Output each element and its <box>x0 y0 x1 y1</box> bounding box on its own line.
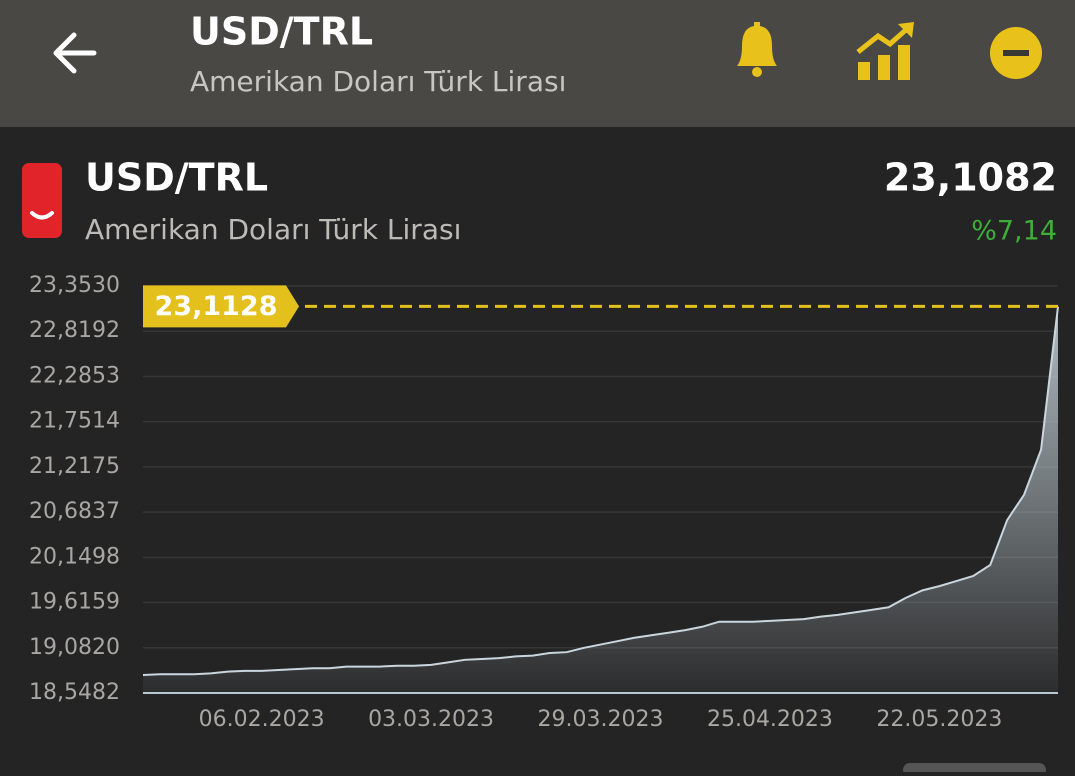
price-line <box>142 306 1059 677</box>
chart-icon-line[interactable] <box>856 26 910 54</box>
card-title: USD/TRL <box>85 156 268 200</box>
y-tick-label: 19,6159 <box>29 590 120 615</box>
reference-label: 23,1128 <box>155 291 278 322</box>
y-tick-label: 22,2853 <box>29 363 120 388</box>
x-tick-label: 29.03.2023 <box>538 707 664 732</box>
chart-icon-bar[interactable] <box>878 55 890 80</box>
y-tick-label: 21,7514 <box>29 409 120 434</box>
logo-smile <box>30 211 54 220</box>
x-tick-label: 06.02.2023 <box>199 707 325 732</box>
y-tick-label: 20,6837 <box>29 499 120 524</box>
change: %7,14 <box>971 216 1057 247</box>
header-subtitle: Amerikan Doları Türk Lirası <box>190 65 566 98</box>
minus-sign[interactable] <box>1003 50 1029 56</box>
area-fill <box>143 306 1058 693</box>
back-button[interactable] <box>53 32 97 74</box>
chart-icon-bar[interactable] <box>898 45 910 80</box>
alarm-button[interactable] <box>737 22 777 77</box>
bell-clapper[interactable] <box>752 67 762 77</box>
chart-icon-arrow[interactable] <box>898 22 914 38</box>
chart-button[interactable] <box>856 22 914 80</box>
reference-badge <box>143 285 299 328</box>
top-bar <box>0 0 1075 127</box>
bell-icon[interactable] <box>737 22 777 66</box>
y-tick-label: 20,1498 <box>29 544 120 569</box>
scroll-handle <box>903 763 1046 776</box>
y-tick-label: 22,8192 <box>29 318 120 343</box>
card-subtitle: Amerikan Doları Türk Lirası <box>85 213 461 246</box>
y-tick-label: 23,3530 <box>29 273 120 298</box>
y-tick-label: 21,2175 <box>29 454 120 479</box>
back-arrow[interactable] <box>53 32 97 74</box>
x-tick-label: 22.05.2023 <box>876 707 1002 732</box>
logo <box>22 163 62 238</box>
header-title: USD/TRL <box>190 10 373 54</box>
x-tick-label: 03.03.2023 <box>368 707 494 732</box>
x-tick-label: 25.04.2023 <box>707 707 833 732</box>
chart-icon-bar[interactable] <box>858 62 870 80</box>
price: 23,1082 <box>884 156 1057 200</box>
remove-button[interactable] <box>990 27 1042 79</box>
y-tick-label: 18,5482 <box>29 680 120 705</box>
y-tick-label: 19,0820 <box>29 635 120 660</box>
